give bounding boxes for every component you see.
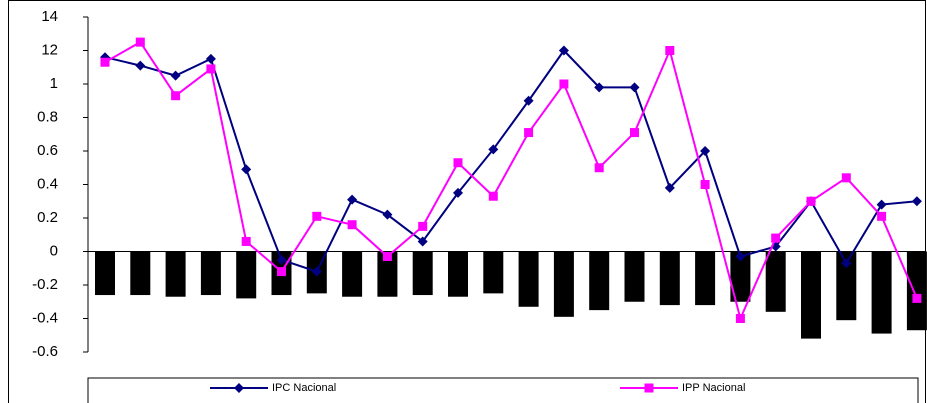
- bar: [377, 251, 398, 297]
- point: [806, 196, 816, 206]
- y-tick-label: -0.2: [32, 276, 58, 293]
- bar: [483, 251, 504, 294]
- bar: [906, 251, 927, 331]
- series-line: [104, 48, 917, 273]
- bar: [342, 251, 363, 297]
- y-tick-label: 14: [41, 8, 58, 25]
- point: [171, 91, 181, 101]
- bar: [871, 251, 892, 334]
- bar: [518, 251, 539, 307]
- point: [234, 383, 244, 393]
- point: [664, 182, 675, 193]
- point: [170, 70, 181, 81]
- point: [559, 79, 569, 89]
- bar: [730, 251, 751, 302]
- bar: [553, 251, 574, 317]
- point: [453, 187, 463, 198]
- point: [700, 180, 710, 189]
- point: [735, 314, 745, 323]
- point: [453, 158, 463, 168]
- point: [912, 293, 922, 303]
- y-tick-label: 0.8: [37, 108, 58, 125]
- point: [911, 196, 922, 207]
- point: [311, 266, 322, 277]
- bar: [659, 251, 680, 306]
- bar: [165, 251, 186, 297]
- bar: [412, 251, 433, 296]
- y-tick-label: -0.6: [32, 343, 58, 360]
- point: [594, 82, 605, 93]
- legend-label: IPC Nacional: [272, 382, 336, 394]
- y-tick-label: 1: [50, 75, 58, 92]
- bar: [801, 251, 821, 339]
- point: [206, 64, 216, 74]
- legend-box: [87, 377, 919, 403]
- y-tick-label: -0.4: [32, 309, 58, 326]
- point: [524, 128, 534, 138]
- y-tick-label: 0.6: [37, 142, 58, 159]
- point: [877, 211, 887, 221]
- point: [347, 220, 357, 230]
- bar: [236, 251, 257, 299]
- point: [241, 164, 252, 175]
- y-tick-label: 12: [41, 41, 58, 58]
- point: [771, 233, 781, 243]
- point: [488, 144, 499, 155]
- point: [382, 209, 393, 220]
- point: [312, 211, 322, 221]
- point: [735, 251, 746, 262]
- point: [665, 46, 675, 55]
- bar: [130, 251, 151, 296]
- legend-label: IPP Nacional: [682, 382, 745, 394]
- point: [841, 173, 851, 183]
- y-tick-label: 0: [50, 242, 58, 259]
- chart-border: [8, 0, 926, 403]
- point: [277, 267, 286, 277]
- point: [841, 258, 852, 269]
- point: [418, 221, 428, 231]
- point: [630, 128, 639, 138]
- point: [135, 37, 145, 47]
- bar: [95, 251, 115, 296]
- series-line: [104, 40, 918, 322]
- point: [205, 53, 216, 64]
- bar: [624, 251, 645, 302]
- point: [488, 191, 498, 201]
- y-tick-label: 0.2: [37, 209, 58, 226]
- y-tick-label: 0.4: [37, 175, 58, 192]
- point: [876, 199, 887, 210]
- point: [347, 194, 358, 205]
- point: [276, 254, 287, 265]
- point: [629, 82, 640, 93]
- point: [558, 45, 569, 56]
- point: [523, 95, 534, 106]
- point: [644, 383, 654, 393]
- bar: [200, 251, 221, 296]
- bar: [695, 251, 716, 306]
- bar: [589, 251, 610, 311]
- bar: [765, 251, 786, 312]
- point: [241, 236, 251, 246]
- bar: [836, 251, 857, 321]
- point: [417, 236, 428, 247]
- point: [382, 252, 392, 262]
- point: [700, 146, 711, 156]
- point: [594, 163, 604, 173]
- bar: [448, 251, 468, 297]
- point: [100, 57, 110, 67]
- point: [135, 60, 146, 71]
